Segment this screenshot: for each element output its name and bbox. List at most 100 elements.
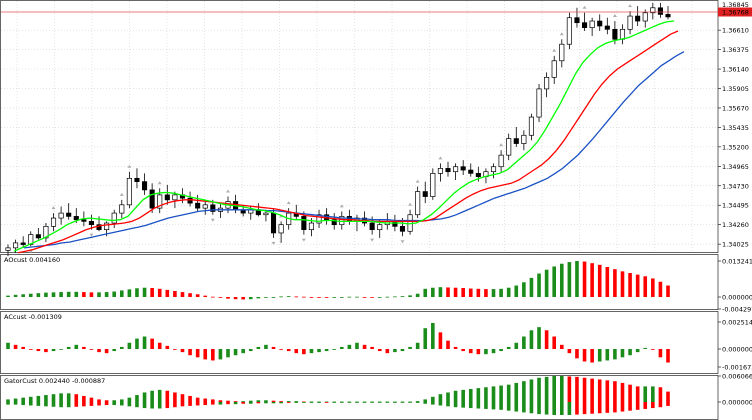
gator-bar [514, 402, 519, 412]
ac-tick-label: -0.0016730 [722, 364, 752, 372]
gator-bar [355, 402, 359, 403]
candle-body [604, 25, 610, 30]
gator-bar [165, 390, 170, 402]
ac-bar [309, 349, 314, 354]
ac-bar [195, 349, 200, 358]
ao-bar [522, 282, 526, 297]
ac-bar [620, 349, 625, 358]
gator-bar [157, 389, 162, 402]
ao-bar [613, 269, 617, 297]
gator-bar [597, 402, 602, 414]
candle-body [28, 234, 34, 245]
ao-bar [286, 296, 291, 297]
price-tick-label: 1.35670 [722, 104, 749, 112]
gator-bar [431, 396, 435, 402]
gator-bar [415, 402, 420, 403]
ao-bar [302, 296, 306, 298]
gator-bar [271, 402, 276, 404]
ao-bar [51, 292, 56, 297]
gator-bar [453, 402, 458, 408]
ac-bar [332, 349, 337, 350]
grid [1, 1, 718, 252]
gator-bar [21, 397, 25, 402]
candle-body [58, 212, 64, 219]
gator-bar [582, 377, 587, 402]
candle [346, 209, 352, 225]
fractal-up-marker [552, 48, 557, 52]
candle [551, 55, 557, 84]
candle [5, 244, 11, 257]
gator-bar [499, 385, 503, 402]
ac-indicator-title: ACcust -0.001309 [4, 313, 62, 321]
candle [157, 188, 163, 214]
ac-bar [135, 338, 139, 349]
gator-bar [423, 402, 428, 404]
candle-body [126, 177, 132, 206]
ao-bar [582, 261, 587, 297]
ac-bar [28, 349, 33, 350]
panel-frame-3 [0, 375, 719, 420]
ao-bar [537, 273, 541, 297]
ao-bar [21, 294, 25, 297]
candle [468, 163, 474, 177]
ao-bar [635, 274, 640, 297]
gator-bar [66, 402, 71, 408]
candle-body [642, 12, 648, 22]
ao-bar [309, 297, 314, 298]
ac-bar [582, 349, 587, 362]
candle-body [339, 216, 345, 226]
alligator-teeth-line [17, 30, 679, 254]
price-tick-label: 1.34730 [722, 182, 749, 190]
price-tick-label: 1.35905 [722, 85, 749, 93]
gator-bar [203, 398, 208, 402]
ao-bar [423, 288, 428, 297]
ac-bar [347, 344, 352, 349]
ac-bar [21, 346, 25, 349]
gator-bar [446, 392, 450, 402]
fractal-down-marker [400, 240, 405, 244]
current-price-label: 1.36768 [722, 9, 749, 17]
candle-body [88, 221, 94, 226]
ao-bar [370, 297, 374, 298]
gator-bar [658, 402, 663, 408]
ao-bar [597, 264, 602, 297]
candle-body [506, 138, 512, 156]
candle-body [597, 20, 603, 27]
ac-bar [377, 349, 382, 352]
candle [635, 6, 641, 27]
gator-bar [339, 401, 344, 403]
gator-bar [119, 402, 124, 406]
candle [657, 2, 663, 18]
price-tick-label: 1.34260 [722, 221, 749, 229]
candle [490, 163, 497, 179]
fractal-down-marker [28, 250, 33, 254]
gator-bar [271, 400, 276, 402]
candle [263, 209, 269, 222]
ao-bar [66, 291, 71, 297]
candle [544, 72, 550, 98]
gator-bar [590, 378, 594, 402]
ao-bar [119, 290, 124, 297]
ac-bar [127, 342, 132, 349]
candle-body [453, 166, 459, 173]
ao-bar [408, 295, 412, 297]
candle [650, 2, 656, 20]
gator-bar [438, 402, 443, 406]
ao-bar [658, 281, 663, 297]
gator-indicator-title: GatorCust 0.002440 -0.000887 [4, 377, 105, 385]
gator-bar [66, 393, 71, 402]
gator-bar [590, 402, 594, 414]
ac-bar [180, 349, 185, 353]
ac-bar [173, 349, 177, 350]
ac-bar [544, 330, 549, 349]
ao-bar [324, 297, 329, 298]
candle-body [43, 225, 49, 239]
gator-bar [44, 395, 48, 402]
gator-bar [203, 402, 208, 406]
candle [88, 214, 94, 230]
panel-frame-0 [0, 0, 719, 253]
candle [460, 160, 466, 176]
gator-bar [635, 402, 640, 410]
